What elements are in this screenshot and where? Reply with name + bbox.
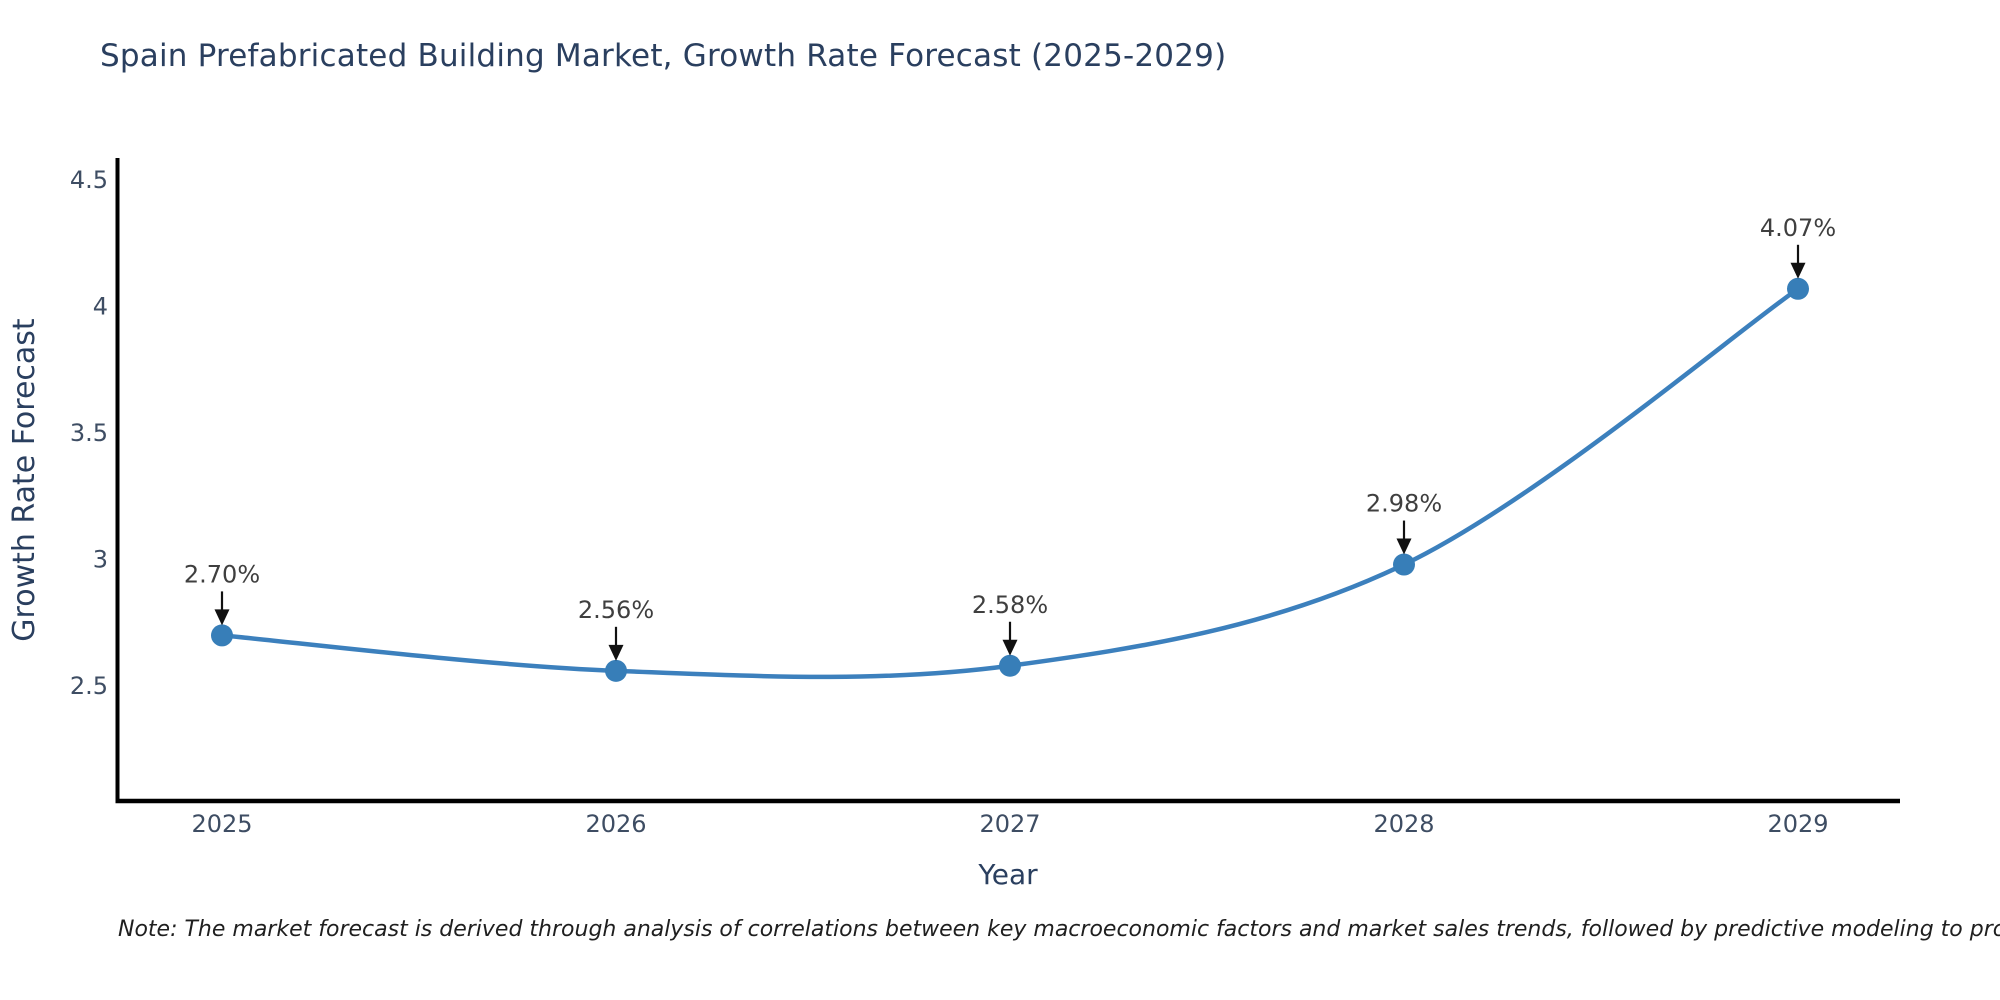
y-tick-label: 3.5 (70, 419, 108, 447)
x-tick-label: 2025 (191, 810, 252, 838)
y-tick-label: 4.5 (70, 166, 108, 194)
x-tick-label: 2029 (1767, 810, 1828, 838)
chart-title: Spain Prefabricated Building Market, Gro… (100, 38, 1227, 74)
y-tick-label: 2.5 (70, 672, 108, 700)
data-point-2026 (605, 659, 627, 682)
annotation-arrow-head (214, 609, 230, 626)
annotation-label: 4.07% (1760, 214, 1836, 242)
annotation-arrow-head (1396, 538, 1412, 555)
x-tick-label: 2028 (1373, 810, 1434, 838)
data-point-2027 (999, 654, 1021, 677)
x-tick-label: 2026 (585, 810, 646, 838)
y-axis-title: Growth Rate Forecast (7, 318, 42, 642)
data-point-2028 (1393, 553, 1415, 576)
footnote: Note: The market forecast is derived thr… (118, 917, 2000, 942)
x-tick-label: 2027 (979, 810, 1040, 838)
y-tick-label: 3 (93, 546, 108, 574)
annotation-label: 2.56% (578, 596, 654, 624)
x-axis-title: Year (977, 858, 1038, 891)
annotation-label: 2.70% (184, 560, 260, 588)
annotation-label: 2.98% (1366, 490, 1442, 518)
data-point-2029 (1787, 277, 1809, 300)
annotation-label: 2.58% (972, 591, 1048, 619)
y-tick-label: 4 (93, 293, 108, 321)
annotation-arrow-head (1002, 639, 1018, 656)
annotation-arrow-head (1790, 262, 1806, 279)
data-point-2025 (211, 624, 233, 647)
annotation-arrow-head (608, 644, 624, 661)
